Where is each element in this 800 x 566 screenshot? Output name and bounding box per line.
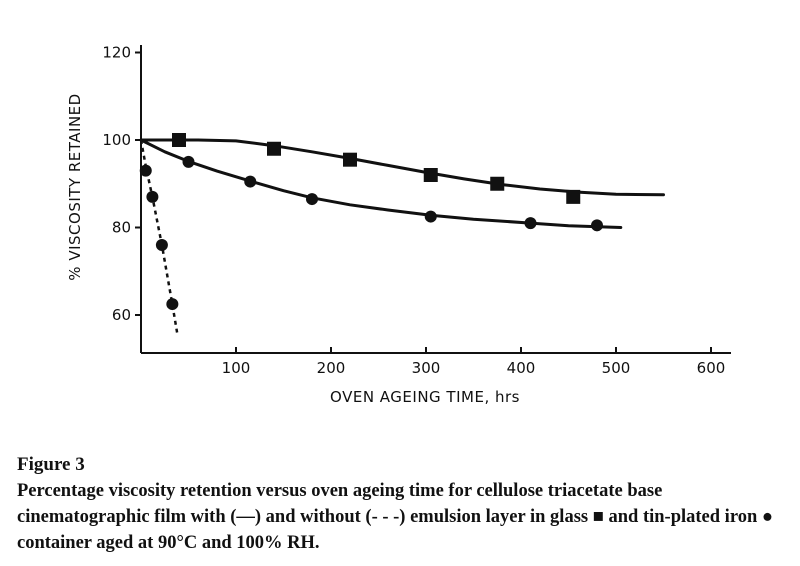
figure-label: Figure 3 — [17, 454, 85, 475]
x-tick-label: 200 — [317, 359, 346, 377]
y-tick-label: 120 — [102, 44, 131, 62]
y-tick-label: 100 — [102, 131, 131, 149]
series-1-square-marker — [343, 152, 357, 167]
figure-caption: Figure 3 Percentage viscosity retention … — [17, 452, 792, 556]
series-2-circle-marker — [524, 217, 537, 230]
x-axis-title: OVEN AGEING TIME, hrs — [330, 388, 520, 406]
series-markers — [139, 133, 603, 311]
series-3-circle-marker — [166, 298, 179, 311]
x-tick-label: 300 — [412, 359, 441, 377]
series-curves — [139, 138, 665, 333]
series-2-circle-marker — [591, 219, 603, 232]
series-2-circle-marker — [244, 175, 257, 188]
x-tick-label: 500 — [602, 359, 631, 377]
y-tick-label: 60 — [112, 306, 131, 324]
series-2-circle-marker — [306, 193, 318, 206]
series-1-square-marker — [423, 168, 438, 182]
figure-caption-text: Percentage viscosity retention versus ov… — [17, 481, 774, 553]
series-1-square-marker — [566, 189, 581, 204]
series-1-square-marker — [172, 133, 186, 147]
axes: 60 80 100 120 100 200 300 400 500 600 — [102, 44, 731, 377]
y-tick-label: 80 — [112, 219, 131, 237]
x-tick-label: 600 — [697, 359, 726, 377]
x-tick-label: 400 — [507, 359, 536, 377]
series-1-square-marker — [267, 141, 281, 156]
series-3-circle-marker — [146, 190, 159, 203]
series-1-square-marker — [490, 176, 505, 191]
series-2-line — [139, 138, 623, 229]
y-axis-title: % VISCOSITY RETAINED — [66, 93, 84, 280]
series-3-circle-marker — [139, 164, 152, 177]
x-tick-label: 100 — [222, 359, 251, 377]
series-2-circle-marker — [182, 155, 195, 168]
series-3-circle-marker — [155, 239, 168, 251]
series-2-circle-marker — [424, 210, 437, 223]
chart: 60 80 100 120 100 200 300 400 500 600 OVEN AGEING… — [66, 44, 731, 406]
series-1-line — [139, 138, 665, 197]
